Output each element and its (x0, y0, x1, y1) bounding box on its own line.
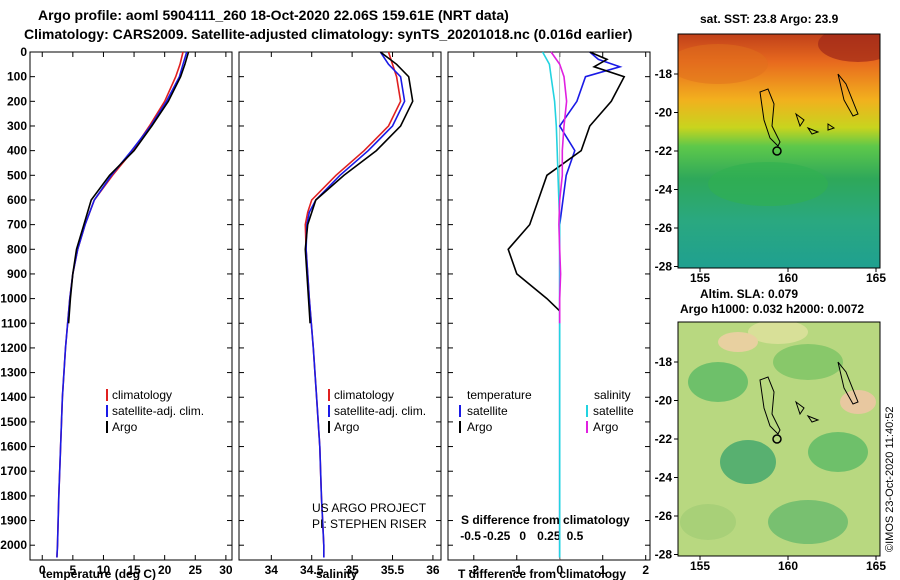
legend-argo: Argo (334, 420, 360, 434)
difference-xlabel: T difference from climatology (458, 567, 626, 580)
y-tick-label: 700 (7, 218, 27, 232)
x-tick-label: 0 (556, 563, 563, 577)
legend-s-argo: Argo (593, 420, 619, 434)
salinity-legend: climatology satellite-adj. clim. Argo (328, 388, 426, 434)
y-tick-label: 900 (7, 267, 27, 281)
difference-frame (447, 51, 651, 561)
legend-salinity-title: salinity (594, 388, 631, 402)
x-tick-label: -2 (468, 563, 479, 577)
map-x-tick-label: 160 (778, 559, 798, 573)
y-tick-label: 2000 (0, 538, 27, 552)
y-tick-label: 100 (7, 70, 27, 84)
difference-legend: temperature satellite Argo salinity sate… (459, 388, 634, 434)
x-tick-label: 1 (599, 563, 606, 577)
y-tick-label: 500 (7, 168, 27, 182)
x-tick-label: 0 (39, 563, 46, 577)
map-x-tick-label: 160 (778, 271, 798, 285)
x-tick-label: 2 (642, 563, 649, 577)
temperature-chart: 0100200300400500600700800900100011001200… (0, 45, 233, 577)
y-tick-label: 1100 (1, 316, 27, 330)
sla-map-title-2: Argo h1000: 0.032 h2000: 0.0072 (680, 302, 865, 316)
x-tick-label: -1 (511, 563, 522, 577)
x-tick-label: 25 (189, 563, 203, 577)
sla-map (678, 322, 880, 556)
y-tick-label: 1900 (0, 514, 27, 528)
salinity-xlabel: salinity (316, 567, 358, 580)
top-x-tick-label: 0 (519, 529, 526, 543)
series-satellite-adj-clim- (305, 51, 406, 558)
salinity-chart: 34 34.5 35 35.5 36 (238, 51, 442, 577)
series-satellite-adj-clim- (56, 51, 188, 558)
sst-map-title: sat. SST: 23.8 Argo: 23.9 (700, 12, 839, 26)
series-s-satellite (541, 51, 561, 558)
y-tick-label: 1700 (0, 464, 27, 478)
series-climatology (56, 51, 184, 558)
series-argo (304, 51, 414, 324)
title-line-1: Argo profile: aoml 5904111_260 18-Oct-20… (38, 7, 509, 23)
map-x-tick-label: 155 (690, 559, 710, 573)
x-tick-label: 20 (158, 563, 172, 577)
legend-t-satellite: satellite (467, 404, 508, 418)
top-x-tick-label: -0.5 (460, 529, 481, 543)
series-argo (67, 51, 190, 324)
series-t-argo (507, 51, 626, 312)
y-tick-label: 1500 (0, 415, 27, 429)
y-tick-label: 1600 (0, 440, 27, 454)
x-tick-label: 34 (265, 563, 279, 577)
title-line-2: Climatology: CARS2009. Satellite-adjuste… (24, 26, 633, 42)
legend-satellite: satellite-adj. clim. (334, 404, 426, 418)
temperature-frame (29, 51, 233, 561)
map-x-tick-label: 165 (866, 271, 886, 285)
y-tick-label: 400 (7, 144, 27, 158)
series-s-argo (550, 51, 568, 324)
x-tick-label: 10 (97, 563, 111, 577)
x-tick-label: 34.5 (300, 563, 324, 577)
y-tick-label: 300 (7, 119, 27, 133)
profile-charts: 0100200300400500600700800900100011001200… (0, 45, 651, 580)
y-tick-label: 1800 (0, 489, 27, 503)
y-tick-label: 800 (7, 242, 27, 256)
legend-satellite: satellite-adj. clim. (112, 404, 204, 418)
imos-credit: ©IMOS 23-Oct-2020 11:40:52 (884, 406, 896, 552)
y-tick-label: 1000 (0, 292, 27, 306)
difference-chart: -2 -1 0 1 2 -0.5 -0.25 0 0.25 0.5 (447, 51, 651, 577)
x-tick-label: 36 (426, 563, 440, 577)
map-x-tick-label: 155 (690, 271, 710, 285)
y-tick-label: 200 (7, 94, 27, 108)
y-tick-label: 600 (7, 193, 27, 207)
temperature-legend: climatology satellite-adj. clim. Argo (106, 388, 204, 434)
sla-map-title-1: Altim. SLA: 0.079 (700, 287, 799, 301)
y-tick-label: 0 (20, 45, 27, 59)
s-difference-label: S difference from climatology (461, 513, 630, 527)
legend-temperature-title: temperature (467, 388, 532, 402)
y-tick-label: 1300 (0, 366, 27, 380)
legend-climatology: climatology (334, 388, 394, 402)
temperature-xlabel: temperature (deg C) (42, 567, 156, 580)
x-tick-label: 30 (219, 563, 233, 577)
legend-t-argo: Argo (467, 420, 493, 434)
project-credit: US ARGO PROJECT (312, 501, 427, 515)
legend-s-satellite: satellite (593, 404, 634, 418)
y-tick-label: 1200 (0, 341, 27, 355)
legend-climatology: climatology (112, 388, 172, 402)
x-tick-label: 35 (345, 563, 359, 577)
pi-credit: PI: STEPHEN RISER (312, 517, 427, 531)
sst-map (678, 34, 880, 268)
top-x-tick-label: 0.25 (537, 529, 561, 543)
top-x-tick-label: -0.25 (483, 529, 511, 543)
x-tick-label: 35.5 (381, 563, 405, 577)
legend-argo: Argo (112, 420, 138, 434)
top-x-tick-label: 0.5 (567, 529, 584, 543)
series-climatology (304, 51, 402, 558)
x-tick-label: 5 (70, 563, 77, 577)
x-tick-label: 15 (127, 563, 141, 577)
salinity-frame (238, 51, 442, 561)
y-tick-label: 1400 (0, 390, 27, 404)
map-x-tick-label: 165 (866, 559, 886, 573)
